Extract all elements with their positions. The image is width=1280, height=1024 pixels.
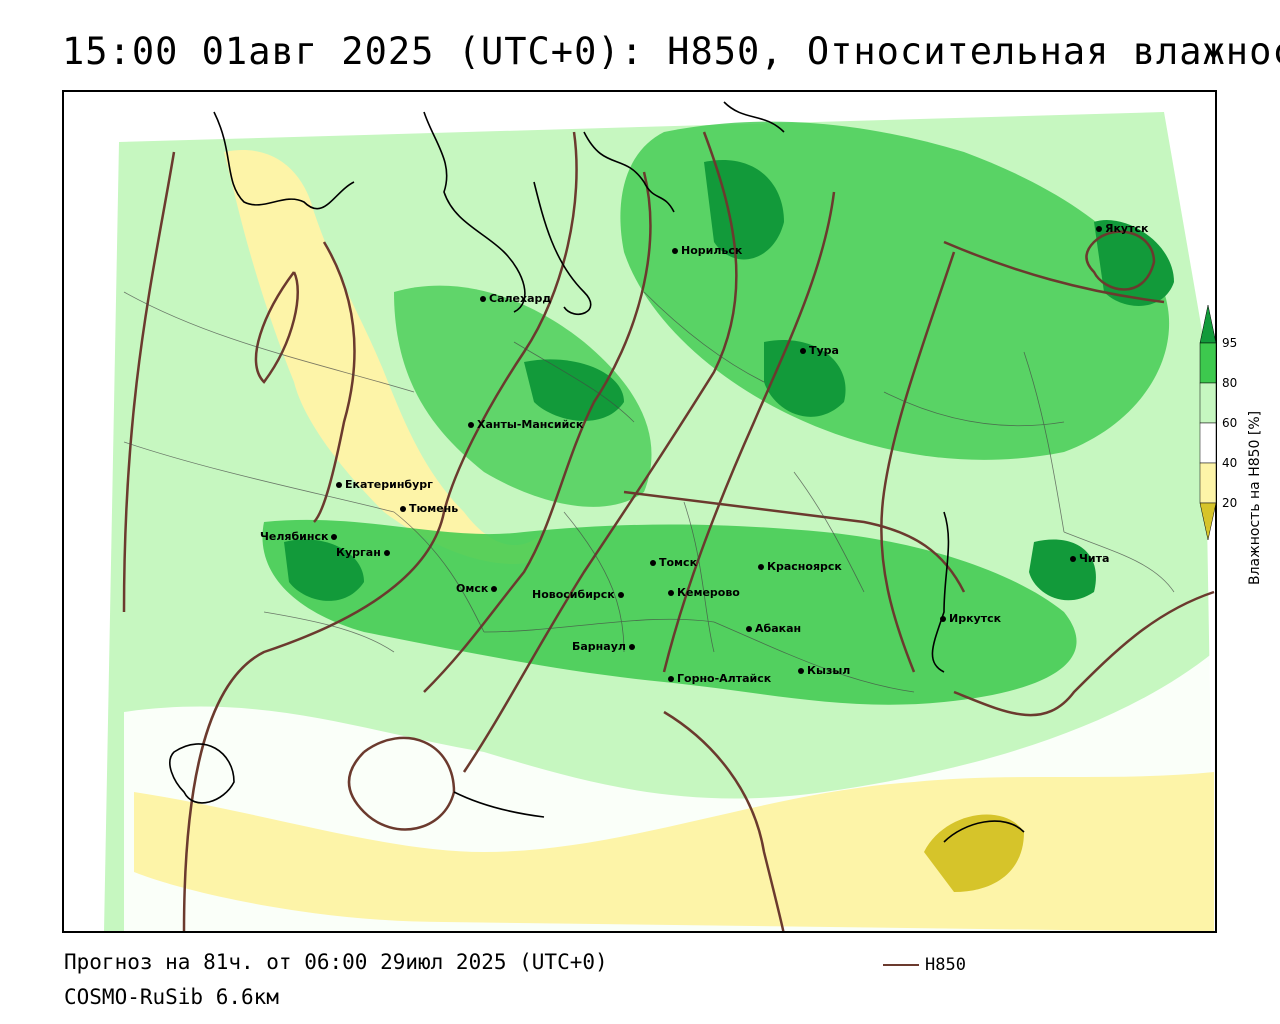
city-tura: Тура: [800, 344, 839, 357]
contour-legend-swatch: [883, 964, 919, 966]
city-label: Курган: [336, 546, 381, 559]
colorbar-tick-40: 40: [1222, 456, 1238, 470]
colorbar-tick-20: 20: [1222, 496, 1238, 510]
city-omsk: Омск: [456, 582, 500, 595]
city-dot: [617, 592, 624, 598]
city-dot: [383, 550, 390, 556]
city-label: Челябинск: [260, 530, 329, 543]
city-dot: [650, 560, 656, 566]
city-tyumen: Тюмень: [400, 502, 458, 515]
colorbar-tick-95: 95: [1222, 336, 1238, 350]
coastlines: [169, 101, 1025, 843]
colorbar-bottom-arrow: [1199, 502, 1217, 540]
city-dot: [758, 564, 764, 570]
city-label: Горно-Алтайск: [677, 672, 772, 685]
city-kurgan: Курган: [336, 546, 393, 559]
city-barnaul: Барнаул: [572, 640, 638, 653]
contour-legend-label: H850: [925, 955, 966, 975]
city-tomsk: Томск: [650, 556, 697, 569]
city-dot: [668, 676, 674, 682]
moist-area-dark-1: [1094, 220, 1174, 306]
colorbar-top-arrow: [1199, 305, 1217, 344]
city-dot: [798, 668, 804, 674]
city-dot: [1070, 556, 1076, 562]
city-label: Абакан: [755, 622, 802, 635]
city-dot: [491, 586, 498, 592]
colorbar-band-40-60: [1199, 422, 1217, 464]
city-dot: [940, 616, 946, 622]
city-dot: [400, 506, 406, 512]
humidity-map: Якутск Норильск Салехард Тура Ханты-Манс…: [62, 90, 1217, 933]
colorbar-tick-80: 80: [1222, 376, 1238, 390]
city-gorno-altaysk: Горно-Алтайск: [668, 672, 771, 685]
city-krasnoyarsk: Красноярск: [758, 560, 842, 573]
moist-area-dark-5: [764, 340, 846, 417]
city-label: Ханты-Мансийск: [477, 418, 584, 431]
city-dot: [672, 248, 678, 254]
city-yakutsk: Якутск: [1096, 222, 1148, 235]
moist-area-dark-6: [1029, 539, 1096, 601]
city-khanty-mansiysk: Ханты-Мансийск: [468, 418, 583, 431]
map-canvas: [104, 101, 1215, 931]
colorbar-label: Влажность на H850 [%]: [1247, 410, 1263, 585]
city-novosibirsk: Новосибирск: [532, 588, 627, 601]
model-name: COSMO-RuSib 6.6км: [64, 985, 279, 1009]
city-label: Томск: [659, 556, 698, 569]
city-label: Тура: [809, 344, 839, 357]
city-label: Екатеринбург: [345, 478, 433, 491]
moist-area-dark-3: [524, 359, 624, 421]
admin-borders: [123, 291, 1175, 693]
city-label: Салехард: [489, 292, 552, 305]
city-dot: [800, 348, 806, 354]
city-dot: [336, 482, 342, 488]
city-label: Иркутск: [949, 612, 1002, 625]
city-dot: [468, 422, 474, 428]
moist-area-siberia: [262, 519, 1077, 705]
city-label: Кемерово: [677, 586, 740, 599]
humidity-colorbar: [1199, 305, 1217, 540]
city-salekhard: Салехард: [480, 292, 551, 305]
city-abakan: Абакан: [746, 622, 801, 635]
colorbar-band-80-95: [1199, 342, 1217, 384]
city-ekaterinburg: Екатеринбург: [336, 478, 433, 491]
city-label: Тюмень: [409, 502, 459, 515]
city-dot: [628, 644, 635, 650]
city-label: Кызыл: [807, 664, 851, 677]
city-dot: [331, 534, 338, 540]
city-chelyabinsk: Челябинск: [260, 530, 340, 543]
city-dot: [1096, 226, 1102, 232]
city-dot: [668, 590, 674, 596]
moist-area-dark-4: [284, 539, 364, 601]
dry-area-yellow-south: [134, 772, 1214, 931]
colorbar-band-20-40: [1199, 462, 1217, 504]
city-norilsk: Норильск: [672, 244, 742, 257]
city-label: Барнаул: [572, 640, 626, 653]
city-label: Якутск: [1105, 222, 1149, 235]
city-label: Красноярск: [767, 560, 842, 573]
contour-legend: H850: [883, 955, 966, 975]
city-chita: Чита: [1070, 552, 1109, 565]
dry-area-yellow-dark: [924, 814, 1024, 892]
city-label: Омск: [456, 582, 489, 595]
city-irkutsk: Иркутск: [940, 612, 1001, 625]
forecast-info: Прогноз на 81ч. от 06:00 29июл 2025 (UTC…: [64, 950, 608, 974]
colorbar-band-60-80: [1199, 382, 1217, 424]
city-label: Новосибирск: [532, 588, 615, 601]
city-dot: [480, 296, 486, 302]
city-label: Чита: [1079, 552, 1110, 565]
city-kyzyl: Кызыл: [798, 664, 850, 677]
colorbar-tick-60: 60: [1222, 416, 1238, 430]
dry-area-yellow-ural: [224, 150, 544, 564]
city-dot: [746, 626, 752, 632]
moist-area-west-siberia: [394, 285, 652, 507]
city-label: Норильск: [681, 244, 743, 257]
h850-contours: [122, 131, 1215, 931]
city-kemerovo: Кемерово: [668, 586, 740, 599]
map-title: 15:00 01авг 2025 (UTC+0): H850, Относите…: [62, 30, 1280, 73]
moist-area-dark-2: [704, 160, 784, 260]
